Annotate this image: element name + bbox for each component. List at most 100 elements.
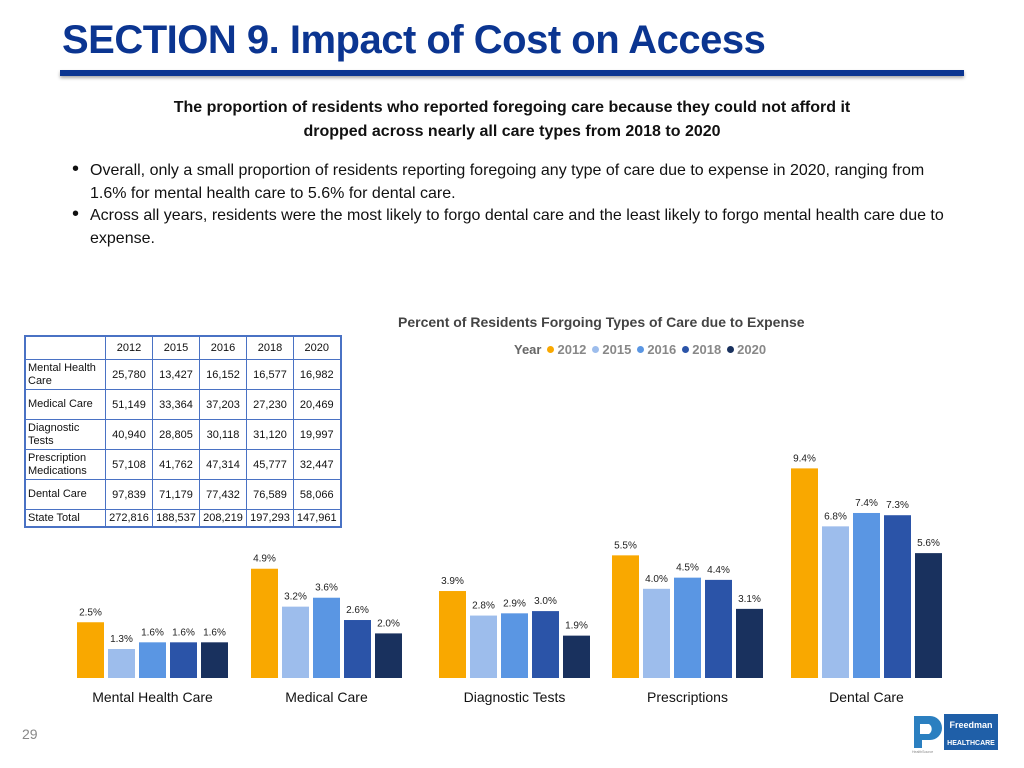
- table-cell: 25,780: [105, 359, 153, 390]
- chart-legend: Year 2012 2015 2016 2018 2020: [514, 342, 772, 357]
- bar: [439, 591, 466, 678]
- table-row: Prescription Medications 57,108 41,762 4…: [24, 449, 341, 480]
- legend-item: 2016: [637, 342, 676, 357]
- bar: [674, 577, 701, 678]
- freedman-logo: Freedman HEALTHCARE HealthSource: [912, 714, 998, 754]
- table-header-row: 2012 2015 2016 2018 2020: [24, 335, 341, 360]
- category-label: Diagnostic Tests: [464, 689, 566, 705]
- table-cell: 147,961: [293, 509, 341, 528]
- bar: [532, 611, 559, 678]
- data-label: 3.9%: [441, 576, 464, 587]
- chart-title: Percent of Residents Forgoing Types of C…: [398, 314, 805, 330]
- page-number: 29: [22, 726, 38, 742]
- table-cell: 58,066: [293, 479, 341, 510]
- data-label: 1.9%: [565, 621, 588, 632]
- data-label: 1.6%: [141, 627, 164, 638]
- table-cell: 16,982: [293, 359, 341, 390]
- category-label: Mental Health Care: [92, 689, 213, 705]
- table-header-year: 2018: [246, 335, 294, 360]
- data-label: 7.3%: [886, 500, 909, 511]
- bar: [375, 633, 402, 678]
- table-row: Dental Care 97,839 71,179 77,432 76,589 …: [24, 479, 341, 510]
- bar: [501, 613, 528, 678]
- data-label: 2.8%: [472, 601, 495, 612]
- legend-swatch: [727, 346, 735, 353]
- table-row-label: Dental Care: [24, 479, 106, 510]
- legend-swatch: [637, 346, 645, 353]
- category-label: Dental Care: [829, 689, 904, 705]
- category-label: Medical Care: [285, 689, 368, 705]
- data-label: 1.6%: [172, 627, 195, 638]
- data-label: 5.6%: [917, 538, 940, 549]
- table-header-year: 2012: [105, 335, 153, 360]
- bar: [470, 615, 497, 678]
- title-divider: [60, 70, 964, 76]
- bar: [853, 512, 880, 678]
- legend-item: 2015: [592, 342, 631, 357]
- bar: [77, 622, 104, 678]
- bar: [170, 642, 197, 678]
- legend-item: 2012: [547, 342, 586, 357]
- bar: [791, 468, 818, 678]
- data-label: 1.3%: [110, 634, 133, 645]
- legend-title: Year: [514, 342, 542, 357]
- bar: [643, 588, 670, 678]
- data-label: 3.1%: [738, 594, 761, 605]
- legend-label: 2016: [647, 342, 677, 357]
- legend-label: 2012: [557, 342, 587, 357]
- data-label: 6.8%: [824, 511, 847, 522]
- legend-label: 2015: [602, 342, 632, 357]
- bullet-list: Overall, only a small proportion of resi…: [72, 158, 952, 250]
- table-row-label: State Total: [24, 509, 106, 528]
- data-label: 3.0%: [534, 596, 557, 607]
- table-cell: 47,314: [199, 449, 247, 480]
- table-total-row: State Total 272,816 188,537 208,219 197,…: [24, 509, 341, 528]
- data-label: 7.4%: [855, 498, 878, 509]
- logo-text: Freedman: [949, 720, 992, 730]
- table-row-label: Diagnostic Tests: [24, 419, 106, 450]
- bullet-item: Across all years, residents were the mos…: [72, 203, 952, 250]
- legend-item: 2018: [682, 342, 721, 357]
- data-label: 2.0%: [377, 618, 400, 629]
- data-label: 2.6%: [346, 605, 369, 616]
- page-title: SECTION 9. Impact of Cost on Access: [62, 18, 766, 62]
- bar: [344, 620, 371, 678]
- table-cell: 51,149: [105, 389, 153, 420]
- data-label: 4.9%: [253, 554, 276, 565]
- subtitle: The proportion of residents who reported…: [70, 96, 954, 144]
- data-label: 3.2%: [284, 592, 307, 603]
- subtitle-line-1: The proportion of residents who reported…: [173, 99, 851, 116]
- legend-swatch: [682, 346, 690, 353]
- table-cell: 76,589: [246, 479, 294, 510]
- data-label: 5.5%: [614, 540, 637, 551]
- table-cell: 31,120: [246, 419, 294, 450]
- data-label: 2.5%: [79, 607, 102, 618]
- table-cell: 20,469: [293, 389, 341, 420]
- table-header-year: 2020: [293, 335, 341, 360]
- table-cell: 208,219: [199, 509, 247, 528]
- bar: [108, 649, 135, 678]
- table-cell: 19,997: [293, 419, 341, 450]
- data-label: 1.6%: [203, 627, 226, 638]
- counts-table: 2012 2015 2016 2018 2020 Mental Health C…: [24, 335, 342, 528]
- data-label: 4.0%: [645, 574, 668, 585]
- data-label: 4.4%: [707, 565, 730, 576]
- category-label: Prescriptions: [647, 689, 728, 705]
- bar: [313, 597, 340, 678]
- logo-tagline: HealthSource: [912, 750, 933, 754]
- legend-label: 2020: [737, 342, 767, 357]
- table-cell: 188,537: [152, 509, 200, 528]
- data-label: 2.9%: [503, 598, 526, 609]
- table-cell: 77,432: [199, 479, 247, 510]
- table-cell: 32,447: [293, 449, 341, 480]
- legend-swatch: [547, 346, 555, 353]
- bar: [282, 606, 309, 678]
- bar: [201, 642, 228, 678]
- bar: [822, 526, 849, 678]
- logo-subtext: HEALTHCARE: [947, 740, 995, 747]
- data-label: 3.6%: [315, 583, 338, 594]
- table-row: Medical Care 51,149 33,364 37,203 27,230…: [24, 389, 341, 420]
- bar: [139, 642, 166, 678]
- table-cell: 272,816: [105, 509, 153, 528]
